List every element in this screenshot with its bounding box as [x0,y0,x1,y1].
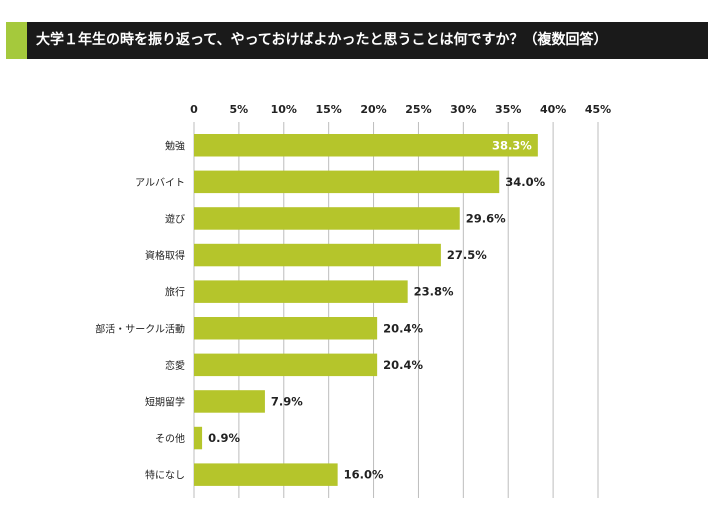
header-accent-bar [6,22,27,59]
chart-title: 大学１年生の時を振り返って、やっておけばよかったと思うことは何ですか？（複数回答… [36,32,608,48]
bar [194,463,338,486]
data-label: 23.8% [414,285,454,299]
x-tick-label: 20% [360,103,386,116]
bar [194,390,265,413]
x-tick-label: 45% [585,103,611,116]
data-label: 0.9% [208,431,240,445]
data-label: 27.5% [447,248,487,262]
x-tick-label: 5% [230,103,249,116]
bar [194,426,203,450]
data-label: 20.4% [383,321,423,335]
data-label: 34.0% [505,175,545,189]
category-label: 短期留学 [145,395,185,408]
bar [194,134,538,157]
category-label: その他 [155,432,185,445]
x-tick-label: 25% [405,103,431,116]
data-label: 7.9% [271,394,303,408]
data-label: 29.6% [466,211,506,225]
bar [194,280,408,303]
category-label: 資格取得 [145,249,185,262]
category-label: 旅行 [165,286,185,299]
x-tick-label: 40% [540,103,566,116]
category-label: 遊び [165,212,185,225]
bar [194,170,500,194]
x-tick-label: 15% [315,103,341,116]
category-label: 恋愛 [165,359,185,372]
data-label: 38.3% [492,138,532,152]
category-label: 特になし [145,470,185,482]
x-tick-label: 0 [190,103,198,116]
category-label: アルバイト [135,177,185,189]
bar [194,317,378,340]
category-label: 部活・サークル活動 [95,322,185,335]
bar [194,243,441,267]
data-label: 20.4% [383,358,423,372]
x-tick-label: 30% [450,103,476,116]
data-label: 16.0% [344,468,384,482]
bar [194,207,460,230]
bar [194,353,378,377]
chart-header: 大学１年生の時を振り返って、やっておけばよかったと思うことは何ですか？（複数回答… [6,22,708,59]
category-label: 勉強 [165,139,185,152]
x-tick-label: 10% [271,103,297,116]
x-tick-label: 35% [495,103,521,116]
